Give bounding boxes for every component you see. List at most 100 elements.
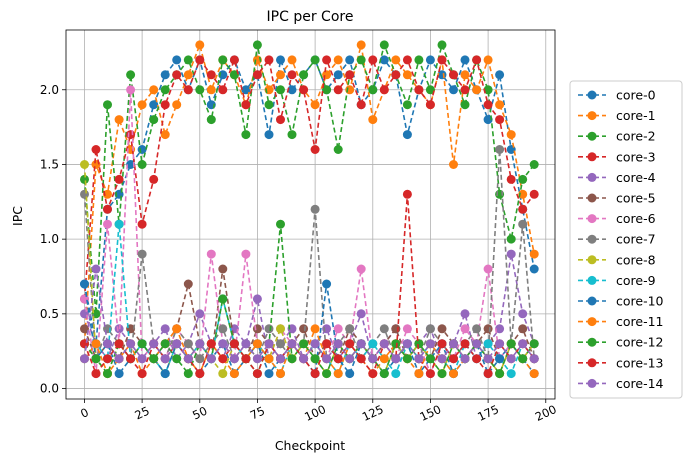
data-point — [183, 354, 193, 364]
x-axis-label: Checkpoint — [275, 438, 345, 453]
data-point — [126, 70, 136, 80]
data-point — [333, 145, 343, 154]
legend-marker — [587, 90, 597, 100]
data-point — [149, 339, 159, 349]
data-point — [149, 354, 159, 364]
data-point — [414, 55, 424, 65]
data-point — [483, 100, 493, 110]
data-point — [241, 354, 251, 364]
data-point — [252, 354, 262, 364]
data-point — [299, 324, 309, 334]
series-line — [83, 326, 535, 376]
data-point — [529, 354, 539, 364]
series-core-14 — [80, 264, 539, 364]
data-point — [80, 339, 89, 349]
data-point — [299, 354, 309, 364]
data-point — [368, 369, 378, 379]
legend-marker — [587, 275, 597, 285]
data-point — [160, 100, 170, 110]
series-line — [83, 268, 535, 361]
data-point — [414, 85, 424, 95]
data-point — [241, 85, 251, 95]
data-point — [333, 354, 343, 364]
data-point — [425, 100, 435, 110]
data-point — [506, 249, 516, 259]
data-point — [356, 339, 366, 349]
data-point — [183, 339, 193, 349]
data-point — [449, 339, 458, 349]
series-line — [83, 42, 535, 344]
data-point — [518, 204, 528, 214]
data-point — [333, 85, 343, 95]
legend-item: core-2 — [578, 129, 656, 144]
data-point — [218, 55, 228, 65]
data-point — [449, 369, 458, 379]
legend-marker — [587, 378, 597, 388]
data-point — [391, 70, 401, 80]
data-point — [322, 55, 332, 65]
data-point — [518, 354, 528, 364]
legend-marker — [587, 234, 597, 244]
data-point — [287, 130, 297, 140]
data-point — [183, 369, 193, 379]
data-point — [449, 85, 458, 95]
data-point — [195, 85, 205, 95]
data-point — [495, 145, 505, 154]
legend-item: core-11 — [578, 314, 664, 329]
x-tick-label: 125 — [360, 402, 386, 424]
data-point — [172, 324, 182, 334]
data-point — [80, 174, 89, 184]
data-point — [276, 369, 285, 379]
data-point — [103, 219, 112, 229]
data-point — [80, 189, 89, 199]
legend-item: core-10 — [578, 294, 664, 309]
legend-label: core-1 — [616, 108, 656, 123]
data-point — [495, 115, 505, 125]
data-point — [160, 339, 170, 349]
data-point — [287, 85, 297, 95]
data-point — [241, 100, 251, 110]
y-tick-label: 1.0 — [40, 232, 59, 246]
data-point — [495, 100, 505, 110]
plot-frame — [65, 29, 556, 400]
data-point — [206, 70, 216, 80]
data-point — [437, 369, 447, 379]
data-point — [425, 339, 435, 349]
data-point — [379, 324, 389, 334]
data-point — [114, 369, 124, 379]
data-point — [391, 354, 401, 364]
legend-marker — [587, 255, 597, 265]
data-point — [276, 85, 285, 95]
data-point — [506, 234, 516, 244]
data-point — [299, 85, 309, 95]
legend-label: core-3 — [616, 149, 656, 164]
data-point — [437, 40, 447, 50]
data-point — [229, 369, 239, 379]
data-point — [264, 339, 274, 349]
data-point — [218, 354, 228, 364]
data-point — [402, 100, 412, 110]
data-point — [195, 55, 205, 65]
ticks: 0 25 50 75 100 125 150 175 200 0.0 0.5 1.0 1.5 2.0 — [40, 83, 559, 424]
data-point — [495, 70, 505, 80]
data-point — [252, 339, 262, 349]
data-point — [264, 130, 274, 140]
data-point — [91, 354, 101, 364]
data-point — [368, 339, 378, 349]
data-point — [460, 324, 470, 334]
series-core-0 — [80, 55, 539, 349]
legend-label: core-6 — [616, 211, 656, 226]
series-core-12 — [80, 219, 539, 379]
data-point — [126, 339, 136, 349]
data-point — [518, 219, 528, 229]
data-point — [91, 145, 101, 154]
data-point — [402, 130, 412, 140]
legend-marker — [587, 131, 597, 141]
data-point — [495, 324, 505, 334]
data-point — [160, 354, 170, 364]
legend-marker — [587, 193, 597, 203]
data-point — [172, 100, 182, 110]
data-point — [483, 354, 493, 364]
data-point — [310, 339, 320, 349]
data-point — [229, 339, 239, 349]
